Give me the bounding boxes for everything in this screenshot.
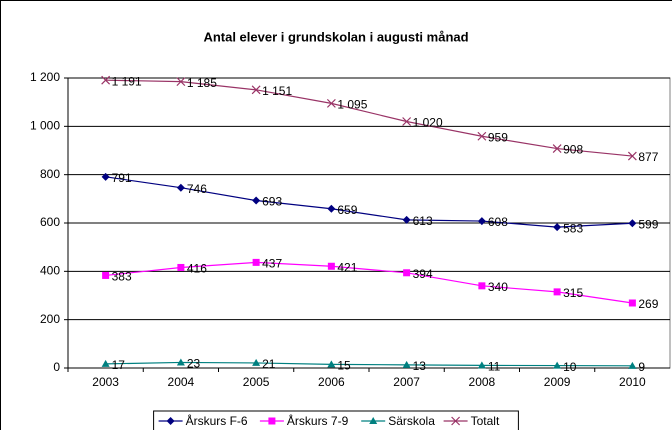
- chart-title: Antal elever i grundskolan i augusti mån…: [203, 29, 468, 44]
- data-label: 659: [337, 203, 357, 217]
- data-label: 1 095: [337, 98, 367, 112]
- data-label: 21: [262, 357, 276, 371]
- data-label: 1 191: [112, 74, 142, 88]
- data-label: 1 185: [187, 76, 217, 90]
- x-tick-label: 2006: [318, 375, 345, 389]
- x-tick-label: 2008: [469, 375, 496, 389]
- data-label: 421: [337, 260, 357, 274]
- data-label: 9: [638, 360, 645, 374]
- data-label: 416: [187, 262, 207, 276]
- data-point: [629, 299, 636, 306]
- y-tick-label: 0: [53, 360, 60, 374]
- data-label: 583: [563, 221, 583, 235]
- data-label: 791: [112, 171, 132, 185]
- data-point: [478, 282, 485, 289]
- y-tick-label: 800: [40, 167, 60, 181]
- x-tick-label: 2005: [243, 375, 270, 389]
- data-label: 1 151: [262, 84, 292, 98]
- data-label: 15: [337, 359, 351, 373]
- x-tick-label: 2004: [168, 375, 195, 389]
- data-point: [554, 288, 561, 295]
- legend: Årskurs F-6 Årskurs 7-9 Särskola Totalt: [154, 411, 519, 430]
- data-point: [328, 263, 335, 270]
- x-tick-label: 2003: [92, 375, 119, 389]
- data-point: [403, 269, 410, 276]
- legend-label: Totalt: [471, 414, 500, 428]
- data-point: [177, 264, 184, 271]
- legend-label: Särskola: [388, 414, 435, 428]
- data-label: 315: [563, 286, 583, 300]
- data-label: 1 020: [413, 116, 443, 130]
- data-label: 10: [563, 360, 577, 374]
- data-label: 383: [112, 270, 132, 284]
- x-tick-label: 2010: [619, 375, 646, 389]
- data-label: 746: [187, 182, 207, 196]
- y-tick-label: 200: [40, 312, 60, 326]
- data-label: 17: [112, 358, 126, 372]
- legend-marker: [268, 418, 275, 425]
- data-label: 613: [413, 214, 433, 228]
- x-tick-label: 2007: [393, 375, 420, 389]
- legend-label: Årskurs F-6: [186, 413, 248, 428]
- data-label: 908: [563, 143, 583, 157]
- data-label: 340: [488, 280, 508, 294]
- data-label: 11: [488, 360, 501, 374]
- data-label: 599: [638, 217, 658, 231]
- y-tick-label: 400: [40, 264, 60, 278]
- data-label: 23: [187, 357, 201, 371]
- x-tick-label: 2009: [544, 375, 571, 389]
- y-tick-label: 1 000: [30, 119, 60, 133]
- data-label: 269: [638, 297, 658, 311]
- y-tick-label: 1 200: [30, 70, 60, 84]
- y-tick-label: 600: [40, 215, 60, 229]
- data-label: 13: [413, 359, 427, 373]
- data-label: 394: [413, 267, 433, 281]
- data-label: 877: [638, 150, 658, 164]
- data-label: 959: [488, 130, 508, 144]
- data-label: 608: [488, 215, 508, 229]
- data-label: 693: [262, 195, 282, 209]
- legend-label: Årskurs 7-9: [287, 413, 349, 428]
- data-label: 437: [262, 257, 282, 271]
- data-point: [253, 259, 260, 266]
- data-point: [102, 272, 109, 279]
